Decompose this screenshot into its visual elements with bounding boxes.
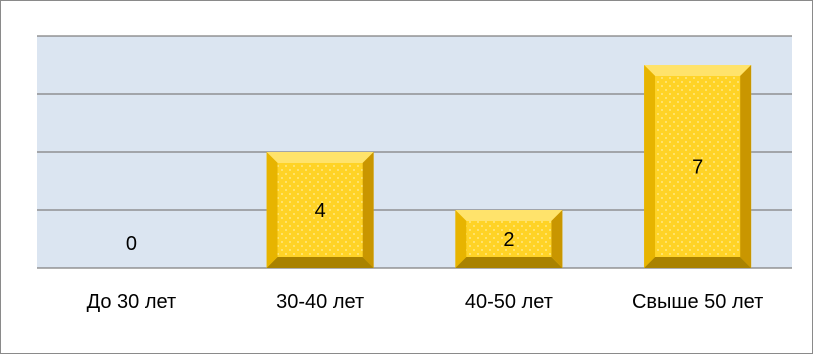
- data-label: 7: [692, 157, 703, 179]
- bar: [644, 65, 752, 268]
- x-tick-label: 40-50 лет: [465, 291, 553, 313]
- bars: [266, 65, 752, 268]
- data-label: 2: [503, 229, 514, 251]
- x-tick-label: Свыше 50 лет: [632, 291, 763, 313]
- x-tick-label: До 30 лет: [87, 291, 177, 313]
- data-label: 4: [315, 200, 326, 222]
- bar: [455, 210, 563, 268]
- x-tick-label: 30-40 лет: [276, 291, 364, 313]
- data-label: 0: [126, 233, 137, 255]
- bar: [266, 152, 374, 268]
- x-axis-tick-labels: До 30 лет 30-40 лет 40-50 лет Свыше 50 лет: [87, 291, 764, 313]
- data-labels: 0 4 2 7: [126, 157, 703, 256]
